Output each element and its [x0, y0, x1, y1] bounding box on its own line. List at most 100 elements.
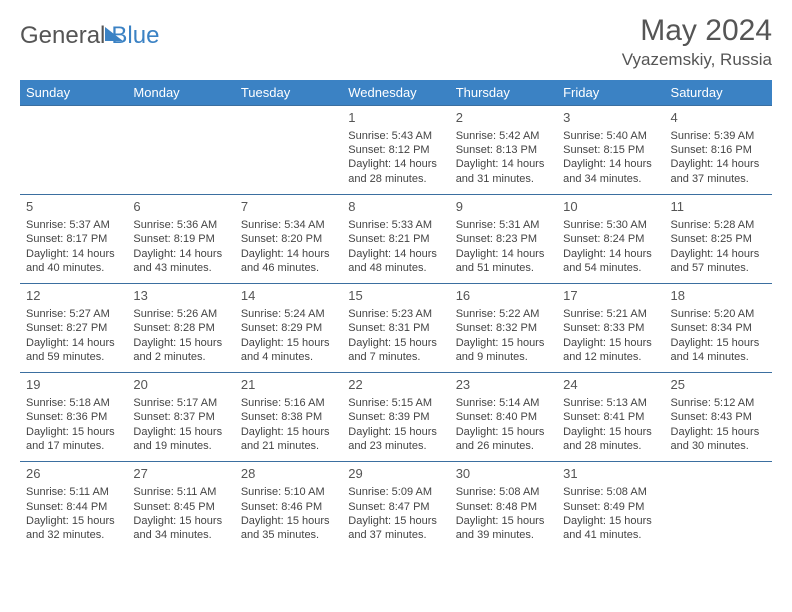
calendar-cell: 24 Sunrise: 5:13 AMSunset: 8:41 PMDayligh…: [557, 373, 664, 462]
sunset-line: Sunset: 8:44 PM: [26, 500, 121, 514]
sunset-line: Sunset: 8:40 PM: [456, 410, 551, 424]
sunset-line: Sunset: 8:32 PM: [456, 321, 551, 335]
day-number: 23: [456, 377, 551, 394]
daylight-line: Daylight: 15 hours and 28 minutes.: [563, 425, 658, 454]
sunrise-line: Sunrise: 5:15 AM: [348, 396, 443, 410]
daylight-line: Daylight: 15 hours and 23 minutes.: [348, 425, 443, 454]
sunrise-line: Sunrise: 5:21 AM: [563, 307, 658, 321]
day-number: 21: [241, 377, 336, 394]
calendar-cell: 19Sunrise: 5:18 AMSunset: 8:36 PMDayligh…: [20, 373, 127, 462]
calendar-cell: 1Sunrise: 5:43 AMSunset: 8:12 PMDaylight…: [342, 106, 449, 195]
brand-part2: Blue: [111, 22, 159, 50]
sunrise-line: Sunrise: 5:10 AM: [241, 485, 336, 499]
calendar-body: 1Sunrise: 5:43 AMSunset: 8:12 PMDaylight…: [20, 106, 772, 551]
calendar-cell: 5 Sunrise: 5:37 AMSunset: 8:17 PMDaylight…: [20, 195, 127, 284]
sunrise-line: Sunrise: 5:39 AM: [671, 129, 766, 143]
sunrise-line: Sunrise: 5:13 AM: [563, 396, 658, 410]
daylight-line: Daylight: 14 hours and 43 minutes.: [133, 247, 228, 276]
calendar-cell: 25 Sunrise: 5:12 AMSunset: 8:43 PMDayligh…: [665, 373, 772, 462]
calendar-cell: 17Sunrise: 5:21 AMSunset: 8:33 PMDayligh…: [557, 284, 664, 373]
daylight-line: Daylight: 15 hours and 26 minutes.: [456, 425, 551, 454]
day-number: 16: [456, 288, 551, 305]
sunrise-line: Sunrise: 5:36 AM: [133, 218, 228, 232]
day-number: 15: [348, 288, 443, 305]
daylight-line: Daylight: 15 hours and 21 minutes.: [241, 425, 336, 454]
sunrise-line: Sunrise: 5:31 AM: [456, 218, 551, 232]
calendar-cell: 18Sunrise: 5:20 AMSunset: 8:34 PMDayligh…: [665, 284, 772, 373]
daylight-line: Daylight: 15 hours and 35 minutes.: [241, 514, 336, 543]
calendar-cell: 4Sunrise: 5:39 AMSunset: 8:16 PMDaylight…: [665, 106, 772, 195]
sunset-line: Sunset: 8:25 PM: [671, 232, 766, 246]
day-number: 8: [348, 199, 443, 216]
sunset-line: Sunset: 8:29 PM: [241, 321, 336, 335]
sunrise-line: Sunrise: 5:17 AM: [133, 396, 228, 410]
daylight-line: Daylight: 14 hours and 57 minutes.: [671, 247, 766, 276]
day-number: 3: [563, 110, 658, 127]
sunrise-line: Sunrise: 5:20 AM: [671, 307, 766, 321]
sunrise-line: Sunrise: 5:37 AM: [26, 218, 121, 232]
sunset-line: Sunset: 8:38 PM: [241, 410, 336, 424]
sunset-line: Sunset: 8:45 PM: [133, 500, 228, 514]
calendar-cell: 13Sunrise: 5:26 AMSunset: 8:28 PMDayligh…: [127, 284, 234, 373]
calendar-week: 12Sunrise: 5:27 AMSunset: 8:27 PMDayligh…: [20, 284, 772, 373]
sunset-line: Sunset: 8:24 PM: [563, 232, 658, 246]
month-title: May 2024: [622, 14, 772, 48]
daylight-line: Daylight: 15 hours and 30 minutes.: [671, 425, 766, 454]
sunset-line: Sunset: 8:48 PM: [456, 500, 551, 514]
sunrise-line: Sunrise: 5:30 AM: [563, 218, 658, 232]
daylight-line: Daylight: 15 hours and 12 minutes.: [563, 336, 658, 365]
sunset-line: Sunset: 8:17 PM: [26, 232, 121, 246]
calendar-cell: 30Sunrise: 5:08 AMSunset: 8:48 PMDayligh…: [450, 462, 557, 551]
sunset-line: Sunset: 8:41 PM: [563, 410, 658, 424]
sunset-line: Sunset: 8:43 PM: [671, 410, 766, 424]
day-number: 4: [671, 110, 766, 127]
weekday-header: Wednesday: [342, 80, 449, 106]
calendar-cell: 20Sunrise: 5:17 AMSunset: 8:37 PMDayligh…: [127, 373, 234, 462]
day-number: 24: [563, 377, 658, 394]
calendar-cell: 3Sunrise: 5:40 AMSunset: 8:15 PMDaylight…: [557, 106, 664, 195]
sunrise-line: Sunrise: 5:22 AM: [456, 307, 551, 321]
day-number: 31: [563, 466, 658, 483]
daylight-line: Daylight: 14 hours and 34 minutes.: [563, 157, 658, 186]
day-number: 22: [348, 377, 443, 394]
calendar-cell: [235, 106, 342, 195]
sunset-line: Sunset: 8:21 PM: [348, 232, 443, 246]
day-number: 25: [671, 377, 766, 394]
day-number: 5: [26, 199, 121, 216]
daylight-line: Daylight: 14 hours and 28 minutes.: [348, 157, 443, 186]
header: General Blue May 2024 Vyazemskiy, Russia: [20, 14, 772, 70]
daylight-line: Daylight: 14 hours and 51 minutes.: [456, 247, 551, 276]
day-number: 7: [241, 199, 336, 216]
day-number: 26: [26, 466, 121, 483]
weekday-header: Friday: [557, 80, 664, 106]
title-block: May 2024 Vyazemskiy, Russia: [622, 14, 772, 70]
weekday-header: Monday: [127, 80, 234, 106]
sunrise-line: Sunrise: 5:12 AM: [671, 396, 766, 410]
sunset-line: Sunset: 8:46 PM: [241, 500, 336, 514]
day-number: 28: [241, 466, 336, 483]
sunset-line: Sunset: 8:47 PM: [348, 500, 443, 514]
weekday-header: Thursday: [450, 80, 557, 106]
calendar-cell: 9Sunrise: 5:31 AMSunset: 8:23 PMDaylight…: [450, 195, 557, 284]
calendar-cell: 12Sunrise: 5:27 AMSunset: 8:27 PMDayligh…: [20, 284, 127, 373]
sunset-line: Sunset: 8:37 PM: [133, 410, 228, 424]
sunset-line: Sunset: 8:13 PM: [456, 143, 551, 157]
daylight-line: Daylight: 14 hours and 40 minutes.: [26, 247, 121, 276]
sunrise-line: Sunrise: 5:09 AM: [348, 485, 443, 499]
daylight-line: Daylight: 14 hours and 59 minutes.: [26, 336, 121, 365]
daylight-line: Daylight: 15 hours and 32 minutes.: [26, 514, 121, 543]
daylight-line: Daylight: 14 hours and 37 minutes.: [671, 157, 766, 186]
sunset-line: Sunset: 8:39 PM: [348, 410, 443, 424]
daylight-line: Daylight: 15 hours and 7 minutes.: [348, 336, 443, 365]
weekday-row: SundayMondayTuesdayWednesdayThursdayFrid…: [20, 80, 772, 106]
sunrise-line: Sunrise: 5:08 AM: [456, 485, 551, 499]
weekday-header: Sunday: [20, 80, 127, 106]
calendar-cell: 31Sunrise: 5:08 AMSunset: 8:49 PMDayligh…: [557, 462, 664, 551]
day-number: 1: [348, 110, 443, 127]
sunrise-line: Sunrise: 5:40 AM: [563, 129, 658, 143]
sunrise-line: Sunrise: 5:34 AM: [241, 218, 336, 232]
brand-part1: General: [20, 22, 105, 50]
calendar-table: SundayMondayTuesdayWednesdayThursdayFrid…: [20, 80, 772, 550]
daylight-line: Daylight: 15 hours and 34 minutes.: [133, 514, 228, 543]
day-number: 19: [26, 377, 121, 394]
